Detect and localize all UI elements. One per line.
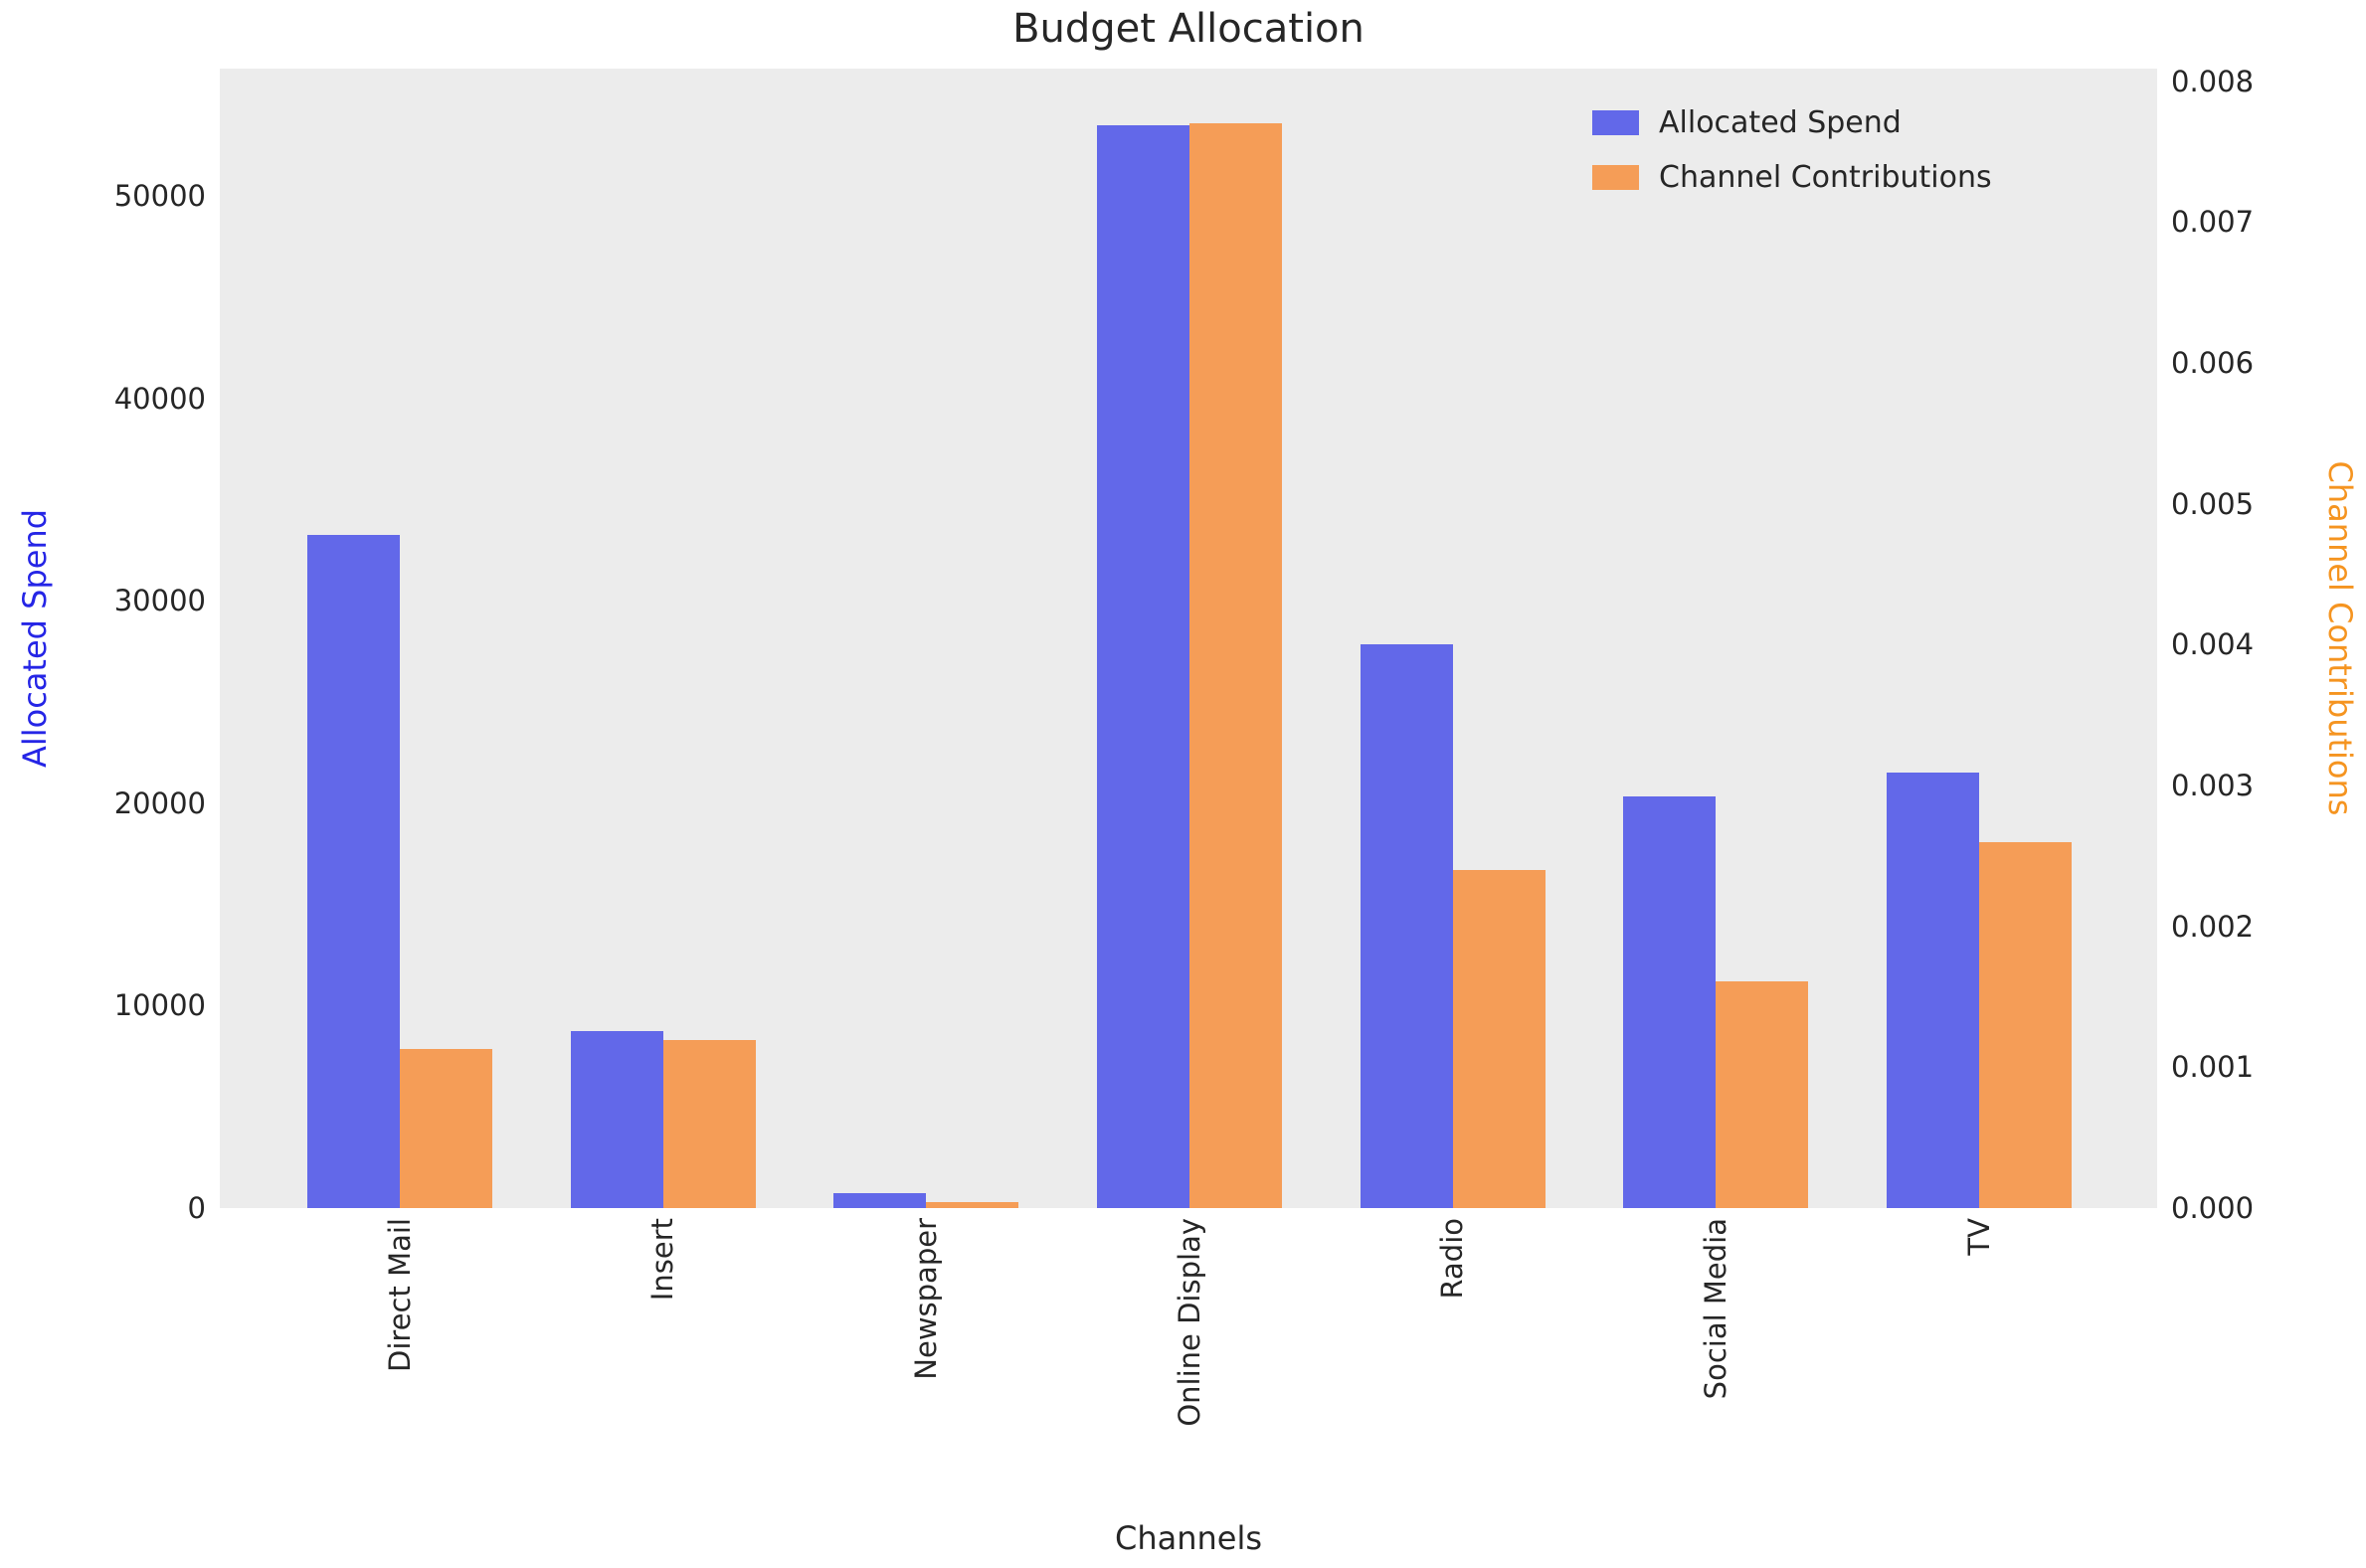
legend-item-channel-contributions: Channel Contributions <box>1592 160 1992 195</box>
y-right-tick-0.001: 0.001 <box>2171 1050 2255 1084</box>
x-tick-label-direct-mail: Direct Mail <box>383 1218 417 1372</box>
bar-allocated-spend-online-display <box>1097 125 1189 1208</box>
bar-allocated-spend-newspaper <box>833 1193 926 1208</box>
y-right-tick-0.005: 0.005 <box>2171 487 2255 521</box>
bar-allocated-spend-social-media <box>1623 796 1716 1208</box>
y-left-tick-0: 0 <box>187 1191 206 1225</box>
y-right-tick-0.007: 0.007 <box>2171 205 2255 239</box>
bar-allocated-spend-direct-mail <box>307 535 400 1208</box>
x-tick-label-tv: TV <box>1962 1218 1996 1256</box>
y-right-tick-0.002: 0.002 <box>2171 910 2255 944</box>
x-tick-label-online-display: Online Display <box>1173 1218 1206 1427</box>
x-tick-label-social-media: Social Media <box>1699 1218 1732 1400</box>
y-axis-label-left: Allocated Spend <box>16 508 54 769</box>
x-tick-label-newspaper: Newspaper <box>909 1218 943 1380</box>
y-right-tick-0.008: 0.008 <box>2171 65 2255 98</box>
bar-allocated-spend-radio <box>1361 644 1453 1208</box>
plot-area <box>220 69 2157 1208</box>
y-left-tick-10000: 10000 <box>113 988 206 1022</box>
y-right-tick-0.006: 0.006 <box>2171 346 2255 380</box>
x-tick-label-radio: Radio <box>1435 1218 1469 1300</box>
legend-item-allocated-spend: Allocated Spend <box>1592 105 1902 140</box>
y-left-tick-50000: 50000 <box>113 179 206 213</box>
bar-allocated-spend-tv <box>1887 773 1979 1208</box>
y-left-tick-20000: 20000 <box>113 786 206 820</box>
bar-channel-contributions-tv <box>1979 842 2072 1208</box>
bar-channel-contributions-direct-mail <box>400 1049 492 1208</box>
legend-label: Allocated Spend <box>1659 105 1902 140</box>
legend-swatch-allocated-spend <box>1592 110 1639 135</box>
bar-allocated-spend-insert <box>571 1031 663 1208</box>
legend-swatch-channel-contributions <box>1592 165 1639 190</box>
bar-channel-contributions-radio <box>1453 870 1546 1208</box>
y-right-tick-0.000: 0.000 <box>2171 1191 2255 1225</box>
bar-channel-contributions-online-display <box>1189 123 1282 1208</box>
bar-channel-contributions-newspaper <box>926 1202 1018 1208</box>
legend-label: Channel Contributions <box>1659 160 1992 195</box>
x-tick-label-insert: Insert <box>645 1218 679 1302</box>
y-axis-label-right: Channel Contributions <box>2321 460 2359 816</box>
chart-title: Budget Allocation <box>1012 6 1365 52</box>
y-right-tick-0.003: 0.003 <box>2171 769 2255 802</box>
y-left-tick-40000: 40000 <box>113 382 206 416</box>
y-right-tick-0.004: 0.004 <box>2171 627 2255 661</box>
y-left-tick-30000: 30000 <box>113 584 206 617</box>
bar-channel-contributions-insert <box>663 1040 756 1208</box>
bar-channel-contributions-social-media <box>1716 981 1808 1208</box>
x-axis-label: Channels <box>1114 1519 1263 1557</box>
